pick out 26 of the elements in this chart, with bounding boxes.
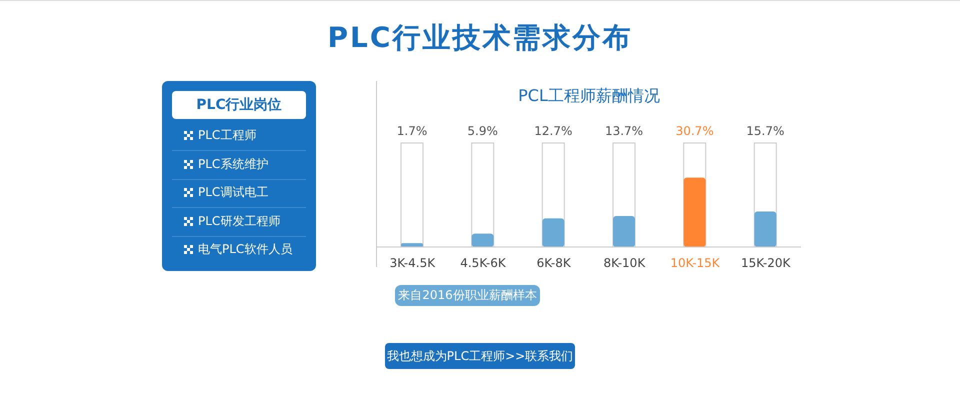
data-label: 13.7%: [604, 124, 644, 138]
text: 我也想成为PLC工程师>>联系我们: [385, 343, 575, 369]
data-label: 30.7%: [676, 124, 714, 138]
bar: [542, 218, 564, 247]
x-tick-label: 6K-8K: [536, 256, 572, 270]
data-label: 1.7%: [396, 124, 428, 138]
x-tick-label: 3K-4.5K: [390, 256, 436, 270]
text: PLC行业岗位: [172, 91, 306, 119]
text: 电气PLC软件人员: [198, 241, 292, 258]
text: PLC研发工程师: [198, 212, 280, 230]
x-tick-label: 8K-10K: [603, 256, 646, 270]
data-label: 12.7%: [534, 124, 572, 138]
x-tick-label: 15K-20K: [740, 256, 792, 270]
data-label: 15.7%: [746, 124, 784, 138]
text: PLC调试电工: [198, 184, 268, 201]
data-label: 5.9%: [467, 124, 498, 138]
x-tick-label: 10K-15K: [670, 256, 721, 270]
chart-subtitle: PCL工程师薪酬情况: [517, 86, 661, 107]
x-tick-label: 4.5K-6K: [460, 256, 507, 270]
bar: [401, 243, 423, 247]
bar: [472, 234, 494, 247]
chart-title: PLC行业技术需求分布: [326, 20, 634, 56]
text: PLC工程师: [198, 127, 256, 144]
text: PLC系统维护: [198, 156, 268, 172]
bar: [613, 216, 635, 247]
text: 来自2016份职业薪酬样本: [395, 285, 540, 306]
